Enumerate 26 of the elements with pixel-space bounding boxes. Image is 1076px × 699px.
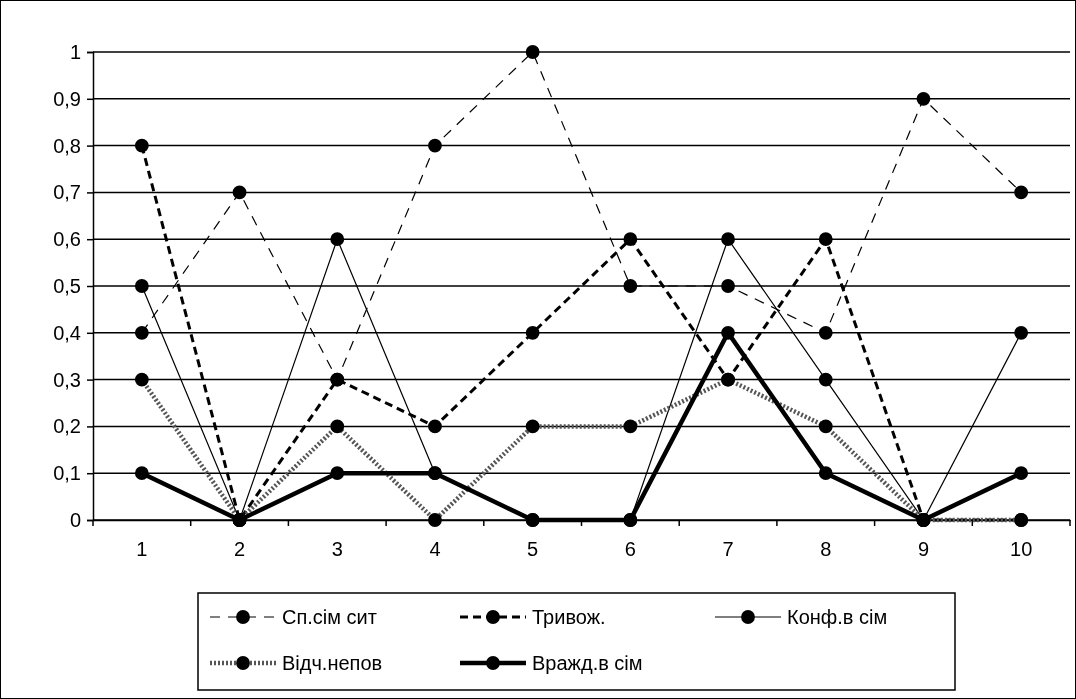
legend-label: Конф.в сім (787, 606, 888, 628)
y-tick-label: 0,7 (53, 181, 81, 204)
x-tick-label: 5 (527, 538, 539, 561)
legend-label: Відч.непов (282, 652, 383, 674)
x-tick-label: 4 (429, 538, 441, 561)
y-tick-label: 0,9 (53, 87, 81, 110)
x-tick-label: 7 (722, 538, 734, 561)
y-tick-label: 1 (69, 40, 81, 63)
x-tick-label: 8 (820, 538, 832, 561)
x-tick-label: 1 (136, 538, 148, 561)
y-tick-label: 0,6 (53, 228, 81, 251)
y-tick-label: 0,2 (53, 415, 81, 438)
legend-label: Сп.сім сит (282, 606, 377, 628)
legend-label: Тривож. (532, 606, 606, 628)
x-tick-label: 10 (1010, 538, 1033, 561)
y-tick-label: 0 (69, 508, 81, 531)
x-tick-label: 9 (917, 538, 930, 561)
x-tick-label: 2 (233, 538, 246, 561)
y-tick-label: 0,1 (53, 462, 81, 485)
x-tick-label: 6 (624, 538, 636, 561)
y-tick-label: 0,4 (53, 321, 81, 344)
legend-label: Вражд.в сім (532, 652, 643, 674)
y-tick-label: 0,5 (53, 274, 81, 297)
x-tick-label: 3 (331, 538, 343, 561)
y-tick-label: 0,3 (53, 368, 81, 391)
y-tick-label: 0,8 (53, 134, 81, 157)
